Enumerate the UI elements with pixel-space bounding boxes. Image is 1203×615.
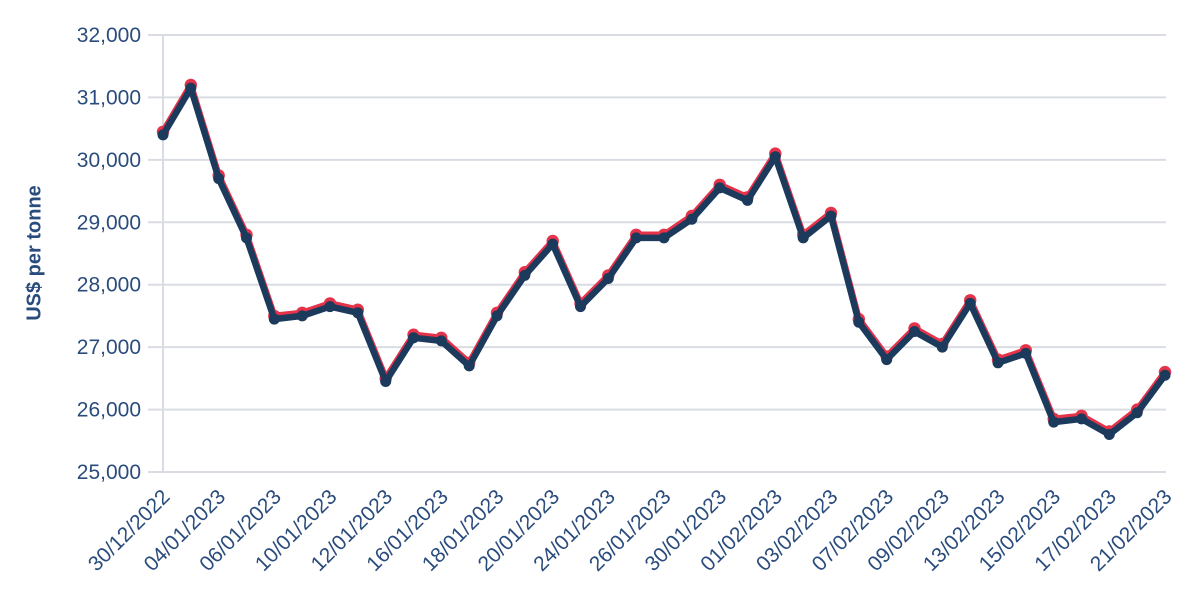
navy-series-point bbox=[964, 297, 976, 309]
y-tick-label: 31,000 bbox=[77, 86, 141, 109]
y-tick-label: 30,000 bbox=[77, 149, 141, 172]
navy-series-point bbox=[992, 357, 1004, 369]
navy-series-point bbox=[742, 194, 753, 206]
navy-series-point bbox=[296, 310, 308, 322]
navy-series-point bbox=[352, 307, 364, 319]
navy-series-path bbox=[159, 84, 1169, 438]
navy-series-point bbox=[1076, 413, 1087, 425]
navy-series-point bbox=[435, 335, 447, 347]
navy-series-point bbox=[268, 313, 280, 325]
navy-series-point bbox=[630, 232, 642, 244]
red-series-path bbox=[159, 81, 1169, 435]
navy-series-point bbox=[602, 273, 614, 284]
y-tick-label: 25,000 bbox=[77, 461, 141, 484]
navy-series-point bbox=[547, 238, 559, 250]
navy-series-point bbox=[380, 376, 392, 387]
navy-series-point bbox=[825, 210, 837, 222]
navy-series-point bbox=[1020, 347, 1032, 359]
navy-series-point bbox=[1131, 407, 1143, 419]
navy-series-point bbox=[185, 82, 197, 94]
y-tick-label: 32,000 bbox=[77, 24, 141, 47]
navy-series-point bbox=[324, 301, 336, 313]
navy-series-point bbox=[853, 316, 865, 328]
navy-series-point bbox=[157, 129, 169, 141]
y-tick-label: 27,000 bbox=[77, 336, 141, 359]
navy-series-point bbox=[1048, 416, 1060, 428]
navy-series-point bbox=[658, 232, 670, 244]
navy-series-point bbox=[909, 326, 920, 337]
y-tick-label: 26,000 bbox=[77, 399, 141, 422]
y-axis-title: US$ per tonne bbox=[23, 185, 46, 321]
navy-series-point bbox=[769, 151, 781, 163]
navy-series-point bbox=[1103, 429, 1115, 440]
y-tick-label: 29,000 bbox=[77, 211, 141, 234]
navy-series-point bbox=[491, 310, 503, 322]
navy-series-point bbox=[213, 173, 225, 185]
navy-series-point bbox=[463, 360, 475, 372]
navy-series-point bbox=[881, 354, 893, 366]
navy-series-point bbox=[797, 232, 809, 244]
navy-series-point bbox=[936, 341, 948, 353]
y-tick-label: 28,000 bbox=[77, 274, 141, 297]
navy-series-point bbox=[408, 332, 419, 344]
navy-series-point bbox=[241, 232, 252, 244]
navy-series-point bbox=[686, 213, 698, 225]
navy-series-point bbox=[1159, 369, 1171, 381]
navy-series-point bbox=[519, 269, 531, 281]
navy-series-point bbox=[575, 301, 586, 313]
navy-series-point bbox=[714, 182, 726, 194]
